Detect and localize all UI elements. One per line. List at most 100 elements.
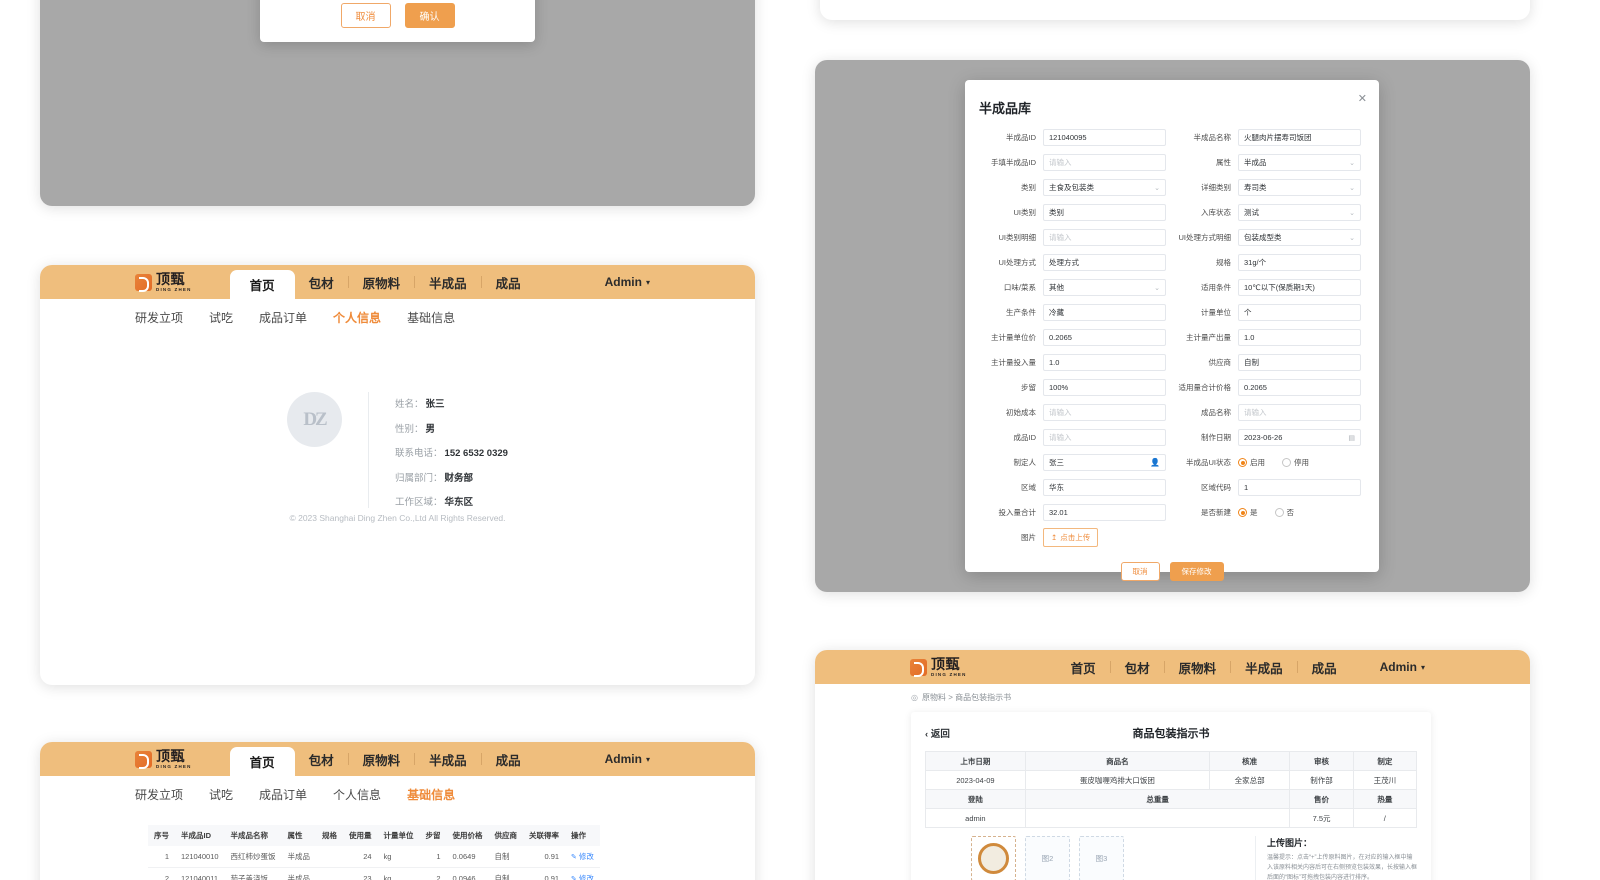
nav-item-semi-product[interactable]: 半成品 <box>429 276 467 291</box>
select-input[interactable]: 测试 ⌄ <box>1238 204 1361 221</box>
select-input[interactable]: 半成品 ⌄ <box>1238 154 1361 171</box>
person-icon[interactable]: 👤 <box>1150 458 1160 467</box>
field-ui-process-detail[interactable]: UI处理方式明细 包装成型类 ⌄ <box>1166 225 1361 250</box>
admin-menu[interactable]: Admin ▾ <box>605 265 650 299</box>
field-category[interactable]: 类别 主食及包装类 ⌄ <box>971 175 1166 200</box>
text-input[interactable]: 请输入 <box>1238 404 1361 421</box>
radio-option-disable[interactable]: 停用 <box>1282 457 1309 468</box>
radio-option-no[interactable]: 否 <box>1274 507 1294 518</box>
text-input[interactable]: 自制 <box>1238 354 1361 371</box>
text-input[interactable]: 个 <box>1238 304 1361 321</box>
text-input[interactable]: 请输入 <box>1043 429 1166 446</box>
nav-item-finished-product[interactable]: 成品 <box>1311 661 1337 676</box>
field-main-unit-price[interactable]: 主计量单位价 0.2065 <box>971 325 1166 350</box>
table-row[interactable]: 2 121040011 茄子盖浇饭 半成品 23 kg 2 0.0946 自制 … <box>148 867 600 880</box>
text-input[interactable]: 100% <box>1043 379 1166 396</box>
edit-link[interactable]: 修改 <box>578 874 594 880</box>
field-ui-process[interactable]: UI处理方式 处理方式 <box>971 250 1166 275</box>
radio-enable-icon[interactable] <box>1238 458 1247 467</box>
text-input[interactable]: 1.0 <box>1043 354 1166 371</box>
field-measure-unit[interactable]: 计量单位个 <box>1166 300 1361 325</box>
field-ui-category-detail[interactable]: UI类别明细 请输入 <box>971 225 1166 250</box>
field-main-input-qty[interactable]: 主计量投入量 1.0 <box>971 350 1166 375</box>
text-input[interactable]: 华东 <box>1043 479 1166 496</box>
field-total-price[interactable]: 适用量合计价格 0.2065 <box>1166 375 1361 400</box>
text-input[interactable]: 1 <box>1238 479 1361 496</box>
field-stock-status[interactable]: 入库状态 测试 ⌄ <box>1166 200 1361 225</box>
back-button[interactable]: ‹ 返回 <box>925 726 950 740</box>
nav-item-finished-product[interactable]: 成品 <box>495 753 521 768</box>
text-input[interactable]: 请输入 <box>1043 229 1166 246</box>
nav-item-packaging[interactable]: 包材 <box>308 753 334 768</box>
subnav-item-rd-project[interactable]: 研发立项 <box>135 311 184 325</box>
text-input[interactable]: 张三 👤 <box>1043 454 1166 471</box>
field-manual-semi-product-id[interactable]: 手填半成品ID 请输入 <box>971 150 1166 175</box>
field-product-name[interactable]: 成品名称 请输入 <box>1166 400 1361 425</box>
field-image[interactable]: 图片 ↥ 点击上传 <box>971 525 1166 550</box>
subnav-item-personal-info[interactable]: 个人信息 <box>333 311 382 325</box>
text-input[interactable]: 火腿肉片摆寿司饭团 <box>1238 129 1361 146</box>
text-input[interactable]: 121040095 <box>1043 129 1166 146</box>
radio-yes-icon[interactable] <box>1238 508 1247 517</box>
field-attribute[interactable]: 属性 半成品 ⌄ <box>1166 150 1361 175</box>
edit-link[interactable]: 修改 <box>578 852 594 861</box>
text-input[interactable]: 32.01 <box>1043 504 1166 521</box>
field-initial-cost[interactable]: 初始成本 请输入 <box>971 400 1166 425</box>
field-semi-product-name[interactable]: 半成品名称 火腿肉片摆寿司饭团 <box>1166 125 1361 150</box>
select-input[interactable]: 其他 ⌄ <box>1043 279 1166 296</box>
radio-option-enable[interactable]: 启用 <box>1238 457 1265 468</box>
subnav-item-basic-info[interactable]: 基础信息 <box>407 311 456 325</box>
nav-item-packaging[interactable]: 包材 <box>308 276 334 291</box>
text-input[interactable]: 0.2065 <box>1043 329 1166 346</box>
cell-action[interactable]: ✎ 修改 <box>565 846 600 868</box>
text-input[interactable]: 请输入 <box>1043 154 1166 171</box>
table-row[interactable]: 1 121040010 西红柿炒蛋饭 半成品 24 kg 1 0.0649 自制… <box>148 846 600 868</box>
text-input[interactable]: 31g/个 <box>1238 254 1361 271</box>
field-product-id[interactable]: 成品ID 请输入 <box>971 425 1166 450</box>
nav-item-raw-material[interactable]: 原物料 <box>362 753 401 768</box>
subnav-item-product-order[interactable]: 成品订单 <box>259 311 308 325</box>
text-input[interactable]: 类别 <box>1043 204 1166 221</box>
brand-logo[interactable]: 顶甄 DING ZHEN <box>135 742 192 776</box>
field-flavor[interactable]: 口味/菜系 其他 ⌄ <box>971 275 1166 300</box>
field-production-condition[interactable]: 生产条件 冷藏 <box>971 300 1166 325</box>
field-ui-status[interactable]: 半成品UI状态 启用 停用 <box>1166 450 1361 475</box>
field-maker[interactable]: 制定人 张三 👤 <box>971 450 1166 475</box>
field-spec[interactable]: 规格 31g/个 <box>1166 250 1361 275</box>
nav-item-raw-material[interactable]: 原物料 <box>1178 661 1217 676</box>
modal-cancel-button[interactable]: 取消 <box>1120 562 1160 581</box>
field-region[interactable]: 区域 华东 <box>971 475 1166 500</box>
confirm-button[interactable]: 确认 <box>404 3 455 28</box>
field-supplier[interactable]: 供应商 自制 <box>1166 350 1361 375</box>
text-input[interactable]: 1.0 <box>1238 329 1361 346</box>
thumbnail-2[interactable]: 图2 <box>1025 836 1070 880</box>
field-semi-product-id[interactable]: 半成品ID 121040095 <box>971 125 1166 150</box>
nav-item-home[interactable]: 首页 <box>1070 661 1096 676</box>
date-input[interactable]: 2023-06-26 ▤ <box>1238 429 1361 446</box>
nav-item-finished-product[interactable]: 成品 <box>495 276 521 291</box>
nav-item-home[interactable]: 首页 <box>229 747 295 776</box>
field-is-new[interactable]: 是否新建 是 否 <box>1166 500 1361 525</box>
close-icon[interactable]: ✕ <box>1357 93 1367 105</box>
field-production-date[interactable]: 制作日期 2023-06-26 ▤ <box>1166 425 1361 450</box>
modal-save-button[interactable]: 保存修改 <box>1169 562 1224 581</box>
radio-option-yes[interactable]: 是 <box>1238 507 1258 518</box>
subnav-item-rd-project[interactable]: 研发立项 <box>135 788 184 802</box>
radio-disable-icon[interactable] <box>1282 458 1291 467</box>
text-input[interactable]: 0.2065 <box>1238 379 1361 396</box>
cancel-button[interactable]: 取消 <box>340 3 391 28</box>
nav-item-home[interactable]: 首页 <box>229 270 295 299</box>
subnav-item-tasting[interactable]: 试吃 <box>209 311 234 325</box>
nav-item-raw-material[interactable]: 原物料 <box>362 276 401 291</box>
field-main-output-qty[interactable]: 主计量产出量 1.0 <box>1166 325 1361 350</box>
brand-logo[interactable]: 顶甄 DING ZHEN <box>135 265 192 299</box>
subnav-item-tasting[interactable]: 试吃 <box>209 788 234 802</box>
select-input[interactable]: 主食及包装类 ⌄ <box>1043 179 1166 196</box>
upload-button[interactable]: ↥ 点击上传 <box>1043 528 1099 547</box>
select-input[interactable]: 寿司类 ⌄ <box>1238 179 1361 196</box>
field-yield[interactable]: 步留 100% <box>971 375 1166 400</box>
text-input[interactable]: 请输入 <box>1043 404 1166 421</box>
text-input[interactable]: 冷藏 <box>1043 304 1166 321</box>
nav-item-packaging[interactable]: 包材 <box>1124 661 1150 676</box>
text-input[interactable]: 处理方式 <box>1043 254 1166 271</box>
